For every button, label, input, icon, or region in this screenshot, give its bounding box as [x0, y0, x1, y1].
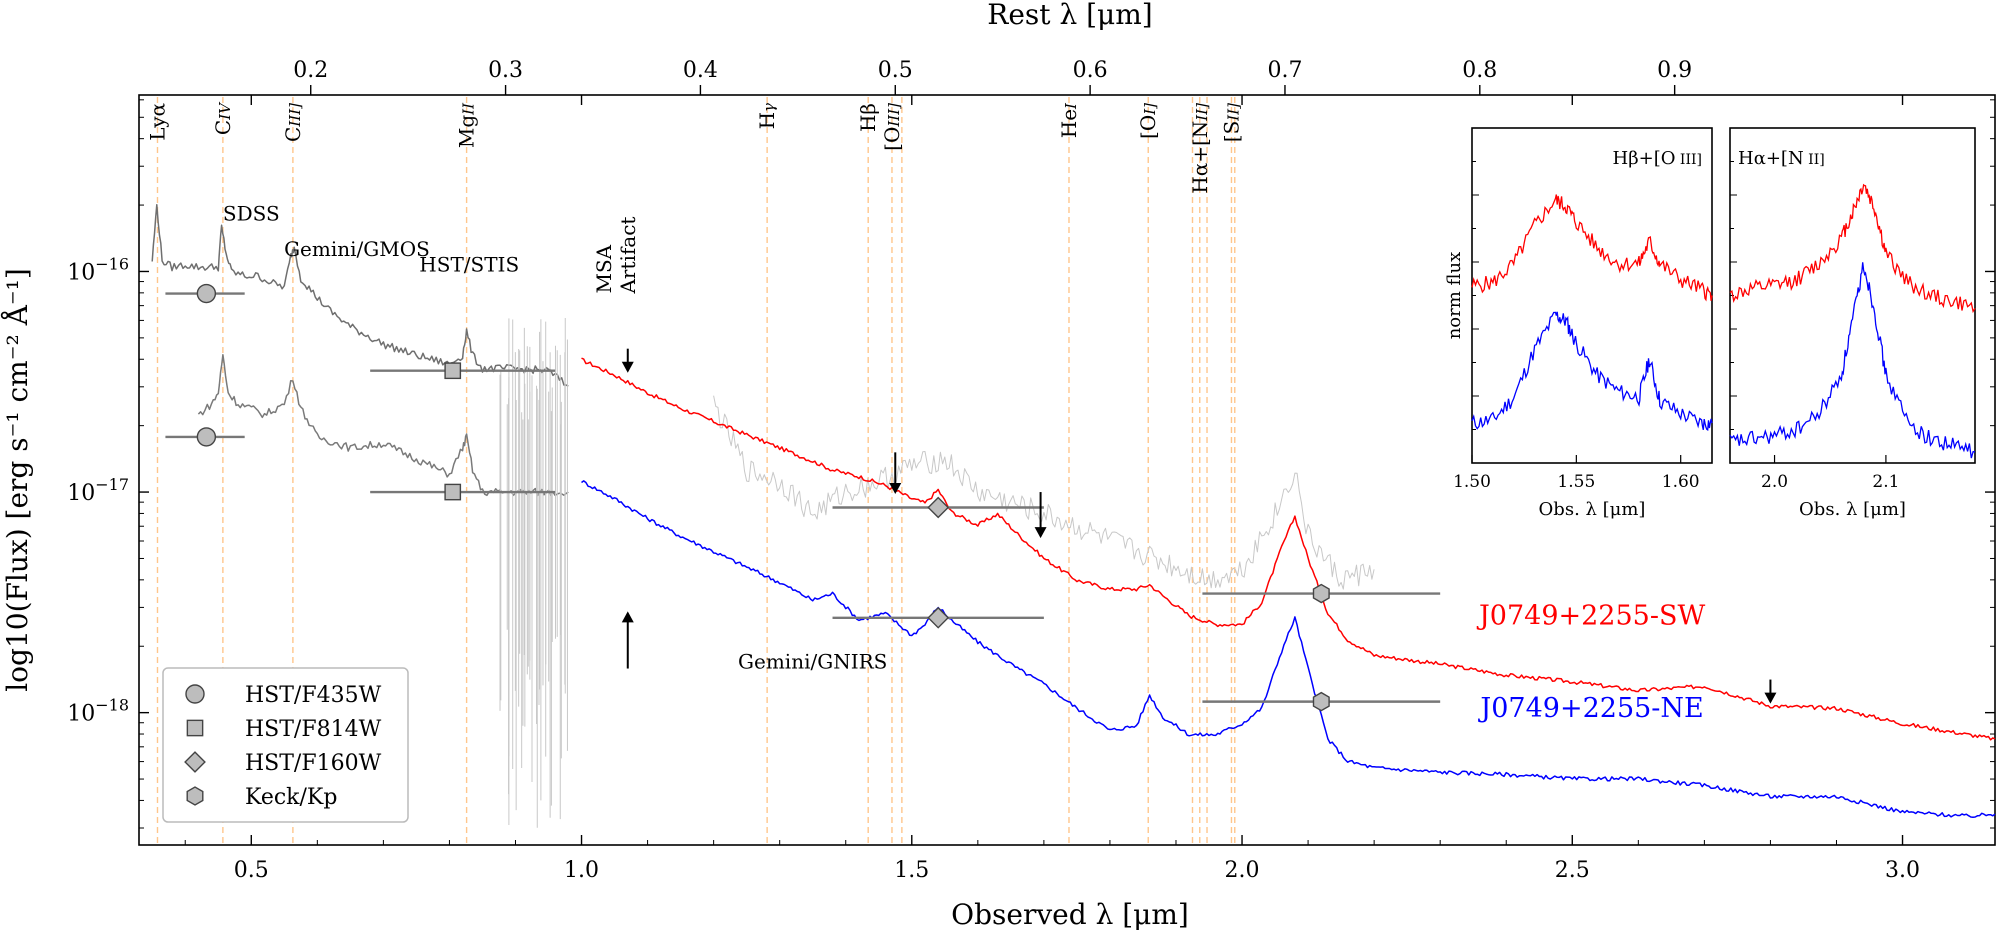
inset-x-tick-label: 1.60	[1662, 472, 1700, 492]
legend-label: Keck/Kp	[245, 785, 337, 810]
inset-y-label: norm flux	[1444, 252, 1465, 340]
emission-line-label: Hβ	[856, 103, 880, 132]
instrument-label: SDSS	[223, 202, 280, 226]
inset-x-label: Obs. λ [μm]	[1539, 499, 1646, 520]
arrow-down-head	[1034, 527, 1047, 539]
x-tick-label: 0.5	[234, 858, 269, 883]
inset-frame	[1471, 127, 1713, 464]
top-tick-label: 0.4	[683, 58, 718, 83]
top-tick-label: 0.2	[293, 58, 328, 83]
photometry-circle-sw	[196, 283, 217, 304]
top-tick-label: 0.5	[878, 58, 913, 83]
instrument-label: HST/STIS	[419, 252, 519, 276]
x-tick-label: 2.0	[1225, 858, 1260, 883]
x-tick-label: 1.5	[894, 858, 929, 883]
legend-marker-diamond	[184, 751, 206, 773]
inset-frame	[1729, 127, 1976, 464]
plot-frame	[138, 94, 1996, 846]
photometry-hexagon-ne	[1312, 691, 1330, 712]
arrow-up-head	[621, 611, 634, 623]
arrow-down-head	[621, 361, 634, 373]
spectra	[151, 203, 1996, 828]
inset-x-label: Obs. λ [μm]	[1799, 499, 1906, 520]
top-tick-label: 0.6	[1073, 58, 1108, 83]
legend-label: HST/F160W	[245, 751, 382, 776]
emission-line-label: Hα+[NII]	[1188, 103, 1212, 194]
emission-line-label: [OIII]	[880, 103, 904, 151]
top-tick-label: 0.8	[1462, 58, 1497, 83]
series-label: J0749+2255-SW	[1476, 600, 1705, 631]
x-tick-label: 2.5	[1555, 858, 1590, 883]
arrow-down-head	[1764, 692, 1777, 704]
emission-line-label: Lyα	[145, 103, 169, 141]
y-tick-label: 10−18	[67, 696, 129, 727]
inset-x-tick-label: 2.0	[1761, 472, 1788, 492]
top-tick-label: 0.9	[1657, 58, 1692, 83]
photometry-diamond-ne	[927, 606, 950, 629]
emission-line-label: HeI	[1057, 102, 1081, 138]
emission-line-label: MgII	[455, 102, 479, 148]
inset-x-tick-label: 2.1	[1872, 472, 1899, 492]
x-tick-label: 1.0	[564, 858, 599, 883]
inset-title: Hβ+[O III]	[1613, 148, 1702, 169]
top-tick-label: 0.3	[488, 58, 523, 83]
insets: 1.50 1.55 1.60 Hβ+[O III] Obs. λ [μm] norm fl…	[1444, 127, 1976, 520]
y-axis-label: log10(Flux) [erg s⁻¹ cm⁻² Å⁻¹]	[1, 268, 34, 692]
x-axis-label: Observed λ [μm]	[951, 898, 1189, 931]
photometry-hexagon-sw	[1312, 583, 1330, 604]
y-tick-label: 10−17	[67, 475, 129, 506]
emission-line-label: CIV	[211, 101, 235, 135]
series-label: J0749+2255-NE	[1477, 693, 1703, 724]
inset-x-tick-label: 1.55	[1557, 472, 1595, 492]
legend-box	[162, 667, 409, 823]
spectrum-J0749+2255-SW	[581, 357, 1996, 741]
emission-line-label: [OI]	[1136, 103, 1160, 139]
inset-spectrum-red	[1729, 183, 1976, 314]
msa-artifact-line1: MSA	[592, 244, 616, 293]
inset-spectrum-red	[1471, 194, 1713, 302]
msa-artifact-label: MSA Artifact	[592, 217, 640, 295]
top-tick-label: 0.7	[1267, 58, 1302, 83]
emission-line-label: Hγ	[755, 103, 779, 129]
msa-artifact-line2: Artifact	[616, 217, 640, 295]
inset-spectrum-blue	[1729, 262, 1976, 459]
photometry-points	[165, 283, 1441, 712]
emission-line-label: [SII]	[1219, 103, 1243, 142]
top-axis-label: Rest λ [μm]	[987, 0, 1152, 31]
legend-label: HST/F435W	[245, 683, 382, 708]
spectrum-archival-4	[713, 395, 1375, 590]
inset-2: 2.0 2.1 Hα+[N II] Obs. λ [μm]	[1729, 127, 1976, 520]
inset-1: 1.50 1.55 1.60 Hβ+[O III] Obs. λ [μm] norm fl…	[1444, 127, 1713, 520]
legend-marker-square	[186, 719, 204, 737]
x-tick-label: 3.0	[1885, 858, 1920, 883]
legend-marker-hexagon	[186, 786, 204, 806]
instrument-label: Gemini/GMOS	[284, 237, 430, 261]
inset-x-tick-label: 1.50	[1453, 472, 1491, 492]
y-tick-label: 10−16	[67, 254, 129, 285]
spectrum-archival-2	[151, 203, 569, 387]
emission-line-label: CIII]	[281, 103, 305, 142]
main-axes: 0.5 1.0 1.5 2.0 2.5 3.0 0.2 0.3 0.4 0.5 0.6 0.7 0.8 0…	[67, 58, 1996, 883]
legend-label: HST/F814W	[245, 717, 382, 742]
legend-marker-circle	[185, 684, 205, 704]
photometry-square-sw	[444, 362, 462, 380]
spectrum-J0749+2255-NE	[581, 480, 1996, 819]
instrument-label: Gemini/GNIRS	[738, 650, 887, 674]
inset-title: Hα+[N II]	[1738, 148, 1825, 169]
photometry-diamond-sw	[927, 496, 950, 519]
photometry-square-ne	[444, 483, 462, 501]
photometry-circle-ne	[196, 427, 217, 447]
inset-spectrum-blue	[1471, 311, 1713, 432]
legend: HST/F435W HST/F814W HST/F160W Keck/Kp	[162, 667, 409, 823]
arrow-down-head	[889, 483, 902, 495]
